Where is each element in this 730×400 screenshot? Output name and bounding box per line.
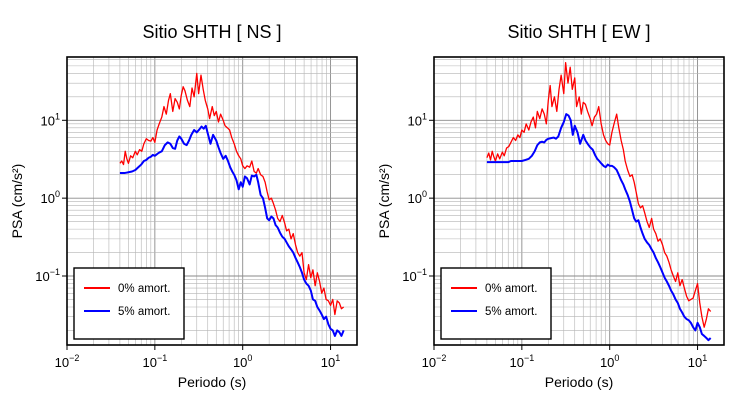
x-tick-label: 10−2 [55,353,80,370]
series-line-damping-0 [119,72,345,316]
grid [66,57,358,345]
y-tick-label: 100 [408,189,427,206]
y-tick-label: 101 [408,111,427,128]
series-line-damping-0 [486,62,712,328]
y-tick-label: 10−1 [35,267,60,284]
legend-label: 5% amort. [118,306,170,318]
x-tick-label: 10−1 [142,353,167,370]
legend-label: 5% amort. [485,306,537,318]
x-tick-label: 100 [233,353,252,370]
legend-label: 0% amort. [485,283,537,295]
legend-box [73,267,185,340]
x-tick-label: 10−2 [422,353,447,370]
x-axis-label: Periodo (s) [545,374,613,390]
chart-title: Sitio SHTH [ NS ] [142,22,281,42]
series-line-damping-5 [486,113,712,342]
chart-panel: 10−2 10−1 100 101 10−1 100 101 Sitio SHTH [ NS … [9,22,358,390]
plot-frame [433,56,725,346]
y-tick-label: 100 [41,189,60,206]
x-tick-label: 100 [600,353,619,370]
series-line-damping-5 [119,124,345,337]
chart-panel: 10−2 10−1 100 101 10−1 100 101 Sitio SHTH [ EW … [376,22,725,390]
legend: 0% amort. 5% amort. [440,267,552,340]
legend: 0% amort. 5% amort. [73,267,185,340]
x-axis-label: Periodo (s) [178,374,246,390]
legend-label: 0% amort. [118,283,170,295]
chart-title: Sitio SHTH [ EW ] [507,22,650,42]
legend-box [440,267,552,340]
x-tick-label: 10−1 [509,353,534,370]
y-axis-label: PSA (cm/s²) [376,164,392,239]
x-tick-label: 101 [688,353,707,370]
y-tick-label: 101 [41,111,60,128]
plot-frame [66,56,358,346]
x-tick-label: 101 [321,353,340,370]
y-tick-label: 10−1 [402,267,427,284]
y-axis-label: PSA (cm/s²) [9,164,25,239]
